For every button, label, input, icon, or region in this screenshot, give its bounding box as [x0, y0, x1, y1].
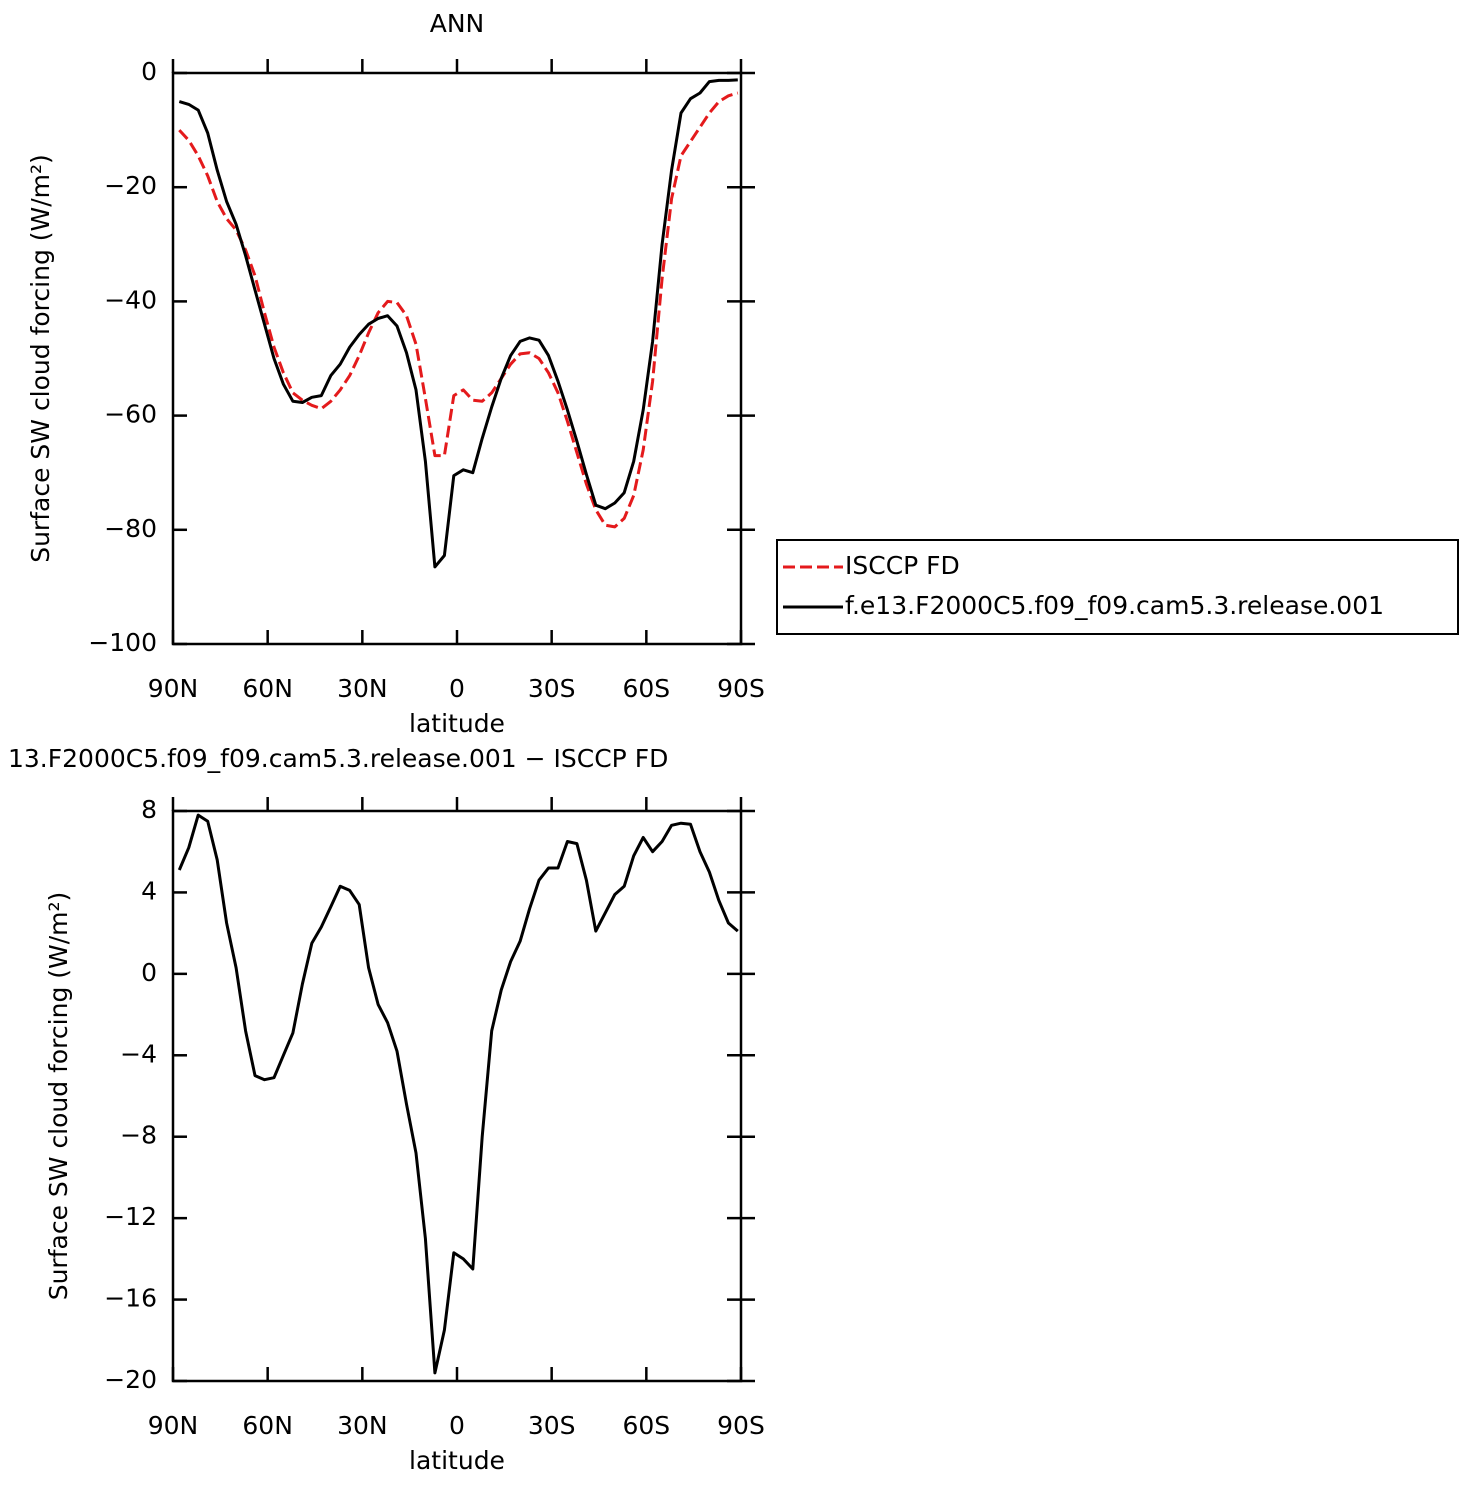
- y-tick-label: 0: [141, 57, 157, 86]
- y-tick-label: 8: [141, 795, 157, 824]
- y-tick-label: −60: [104, 400, 157, 429]
- y-tick-label: −80: [104, 514, 157, 543]
- x-tick-label: 30S: [528, 674, 576, 703]
- plot-frame: [171, 809, 743, 1383]
- legend-label: ISCCP FD: [845, 551, 960, 580]
- x-tick-label: 30S: [528, 1411, 576, 1440]
- y-tick-label: 4: [141, 876, 157, 905]
- x-tick-label: 90N: [148, 674, 199, 703]
- y-axis-label: Surface SW cloud forcing (W/m²): [44, 892, 73, 1301]
- chart-title: ANN: [430, 9, 485, 38]
- x-tick-label: 60N: [242, 1411, 293, 1440]
- series-line: [178, 78, 738, 569]
- legend-box: [776, 539, 1459, 635]
- y-tick-label: −4: [120, 1039, 157, 1068]
- x-tick-label: 30N: [337, 674, 388, 703]
- x-tick-label: 90S: [717, 1411, 765, 1440]
- x-axis-label: latitude: [409, 709, 505, 738]
- x-tick-label: 90S: [717, 674, 765, 703]
- legend: ISCCP FD f.e13.F2000C5.f09_f09.cam5.3.rel…: [776, 539, 1459, 635]
- x-tick-label: 60N: [242, 674, 293, 703]
- y-tick-label: −100: [88, 628, 157, 657]
- chart-title: 13.F2000C5.f09_f09.cam5.3.release.001 − …: [8, 744, 668, 773]
- legend-label: f.e13.F2000C5.f09_f09.cam5.3.release.001: [845, 591, 1384, 620]
- y-axis-label: Surface SW cloud forcing (W/m²): [26, 154, 55, 563]
- x-axis-label: latitude: [409, 1446, 505, 1475]
- x-tick-label: 0: [449, 1411, 465, 1440]
- y-tick-label: −20: [104, 1365, 157, 1394]
- x-tick-label: 90N: [148, 1411, 199, 1440]
- y-tick-label: −20: [104, 171, 157, 200]
- plot-frame: [171, 71, 743, 646]
- y-tick-label: 0: [141, 958, 157, 987]
- x-tick-label: 30N: [337, 1411, 388, 1440]
- series-line: [177, 813, 739, 1375]
- series-line: [178, 91, 739, 529]
- y-tick-label: −12: [104, 1202, 157, 1231]
- y-tick-label: −8: [120, 1121, 157, 1150]
- x-tick-label: 0: [449, 674, 465, 703]
- y-tick-label: −40: [104, 285, 157, 314]
- x-tick-label: 60S: [622, 674, 670, 703]
- y-tick-label: −16: [104, 1284, 157, 1313]
- x-tick-label: 60S: [622, 1411, 670, 1440]
